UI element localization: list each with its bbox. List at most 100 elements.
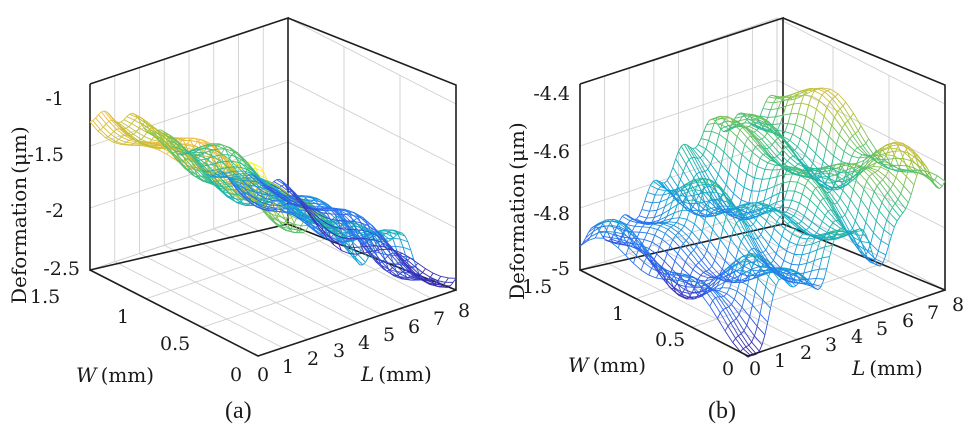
surface-mesh-segment (171, 145, 180, 150)
surface-mesh-segment (150, 124, 159, 133)
surface-mesh-segment (220, 157, 224, 161)
surface-mesh-segment (306, 205, 316, 213)
surface-mesh-segment (730, 322, 739, 336)
surface-mesh-segment (231, 182, 240, 193)
surface-mesh-segment (626, 220, 631, 225)
surface-mesh-segment (840, 151, 845, 162)
surface-mesh-segment (92, 117, 96, 122)
surface-mesh-segment (662, 271, 671, 280)
surface-mesh-segment (855, 130, 859, 134)
surface-mesh-segment (883, 219, 888, 230)
z-tick-label: -2.5 (43, 258, 80, 280)
surface-mesh-segment (873, 221, 877, 233)
surface-mesh-segment (231, 194, 240, 199)
surface-mesh-segment (382, 253, 387, 263)
surface-mesh-segment (338, 243, 342, 251)
surface-mesh-segment (845, 163, 850, 174)
surface-mesh-segment (342, 219, 351, 230)
surface-mesh-segment (790, 254, 795, 265)
surface-mesh-segment (905, 202, 909, 210)
surface-mesh-segment (673, 222, 677, 226)
surface-mesh-segment (915, 157, 919, 166)
surface-mesh-segment (781, 228, 786, 237)
surface-mesh-segment (232, 178, 241, 181)
surface-mesh-segment (658, 214, 663, 221)
surface-mesh-segment (191, 145, 196, 150)
surface-mesh-segment (424, 280, 433, 286)
surface-mesh-segment (257, 206, 265, 211)
surface-mesh-segment (275, 218, 284, 226)
surface-mesh-segment (398, 256, 407, 266)
surface-mesh-segment (284, 185, 294, 193)
surface-mesh-segment (841, 123, 846, 129)
surface-mesh-segment (278, 214, 287, 221)
surface-mesh-segment (307, 222, 316, 229)
surface-mesh-segment (891, 226, 895, 236)
surface-mesh-segment (350, 214, 358, 218)
surface-mesh-segment (315, 221, 324, 232)
surface-mesh-segment (783, 190, 788, 201)
surface-mesh-segment (804, 145, 809, 155)
surface-mesh-segment (175, 138, 184, 141)
surface-mesh-segment (715, 134, 720, 146)
l-tick-label: 7 (433, 308, 445, 330)
surface-mesh-segment (657, 186, 662, 190)
surface-mesh-segment (839, 179, 843, 185)
surface-mesh-segment (748, 341, 752, 346)
surface-mesh-segment (237, 202, 246, 206)
surface-mesh-segment (720, 193, 725, 198)
surface-mesh-segment (130, 134, 139, 142)
surface-mesh-segment (884, 153, 889, 160)
surface-mesh-segment (105, 137, 114, 143)
surface-mesh-segment (336, 208, 345, 210)
surface-mesh-segment (679, 280, 688, 284)
surface-mesh-segment (643, 232, 648, 240)
surface-mesh-segment (717, 318, 726, 332)
surface-mesh-segment (677, 272, 685, 275)
surface-mesh-segment (333, 244, 342, 251)
surface-mesh-segment (250, 187, 259, 195)
surface-mesh-segment (197, 141, 206, 146)
surface-mesh-segment (739, 127, 744, 131)
surface-mesh-segment (628, 247, 637, 256)
surface-mesh-segment (776, 216, 781, 222)
surface-mesh-segment (813, 232, 818, 236)
surface-mesh-segment (677, 284, 682, 292)
surface-mesh-segment (884, 192, 888, 198)
surface-mesh-segment (888, 235, 892, 246)
surface-mesh-segment (166, 134, 175, 140)
surface-mesh-segment (689, 269, 694, 276)
surface-mesh-segment (754, 116, 759, 120)
surface-mesh-segment (431, 281, 440, 283)
surface-mesh-segment (89, 120, 93, 123)
surface-mesh-segment (183, 143, 188, 148)
surface-mesh-segment (772, 98, 777, 104)
surface-mesh-segment (897, 193, 902, 200)
surface-mesh-segment (700, 131, 705, 139)
surface-mesh-segment (639, 226, 643, 233)
surface-mesh-segment (255, 180, 264, 188)
surface-mesh-segment (649, 202, 653, 212)
surface-mesh-segment (696, 202, 701, 214)
surface-mesh-segment (253, 174, 262, 182)
surface-mesh-segment (204, 156, 213, 160)
surface-mesh-segment (627, 230, 631, 239)
surface-mesh-segment (735, 335, 739, 339)
surface-mesh-segment (290, 223, 295, 229)
surface-mesh-segment (749, 316, 758, 327)
surface-mesh-segment (806, 252, 810, 264)
surface-mesh-segment (148, 142, 157, 146)
surface-mesh-segment (402, 253, 411, 259)
surface-mesh-segment (108, 120, 117, 130)
surface-mesh-segment (187, 169, 196, 177)
surface-mesh-segment (267, 208, 276, 210)
surface-mesh-segment (145, 122, 154, 130)
surface-mesh-segment (820, 116, 825, 128)
surface-mesh-segment (733, 291, 738, 300)
surface-mesh-segment (625, 255, 634, 264)
surface-mesh-segment (740, 236, 745, 242)
surface-mesh-segment (895, 158, 899, 166)
surface-mesh-segment (432, 272, 441, 277)
surface-mesh-segment (727, 325, 736, 339)
surface-mesh-segment (674, 204, 678, 213)
